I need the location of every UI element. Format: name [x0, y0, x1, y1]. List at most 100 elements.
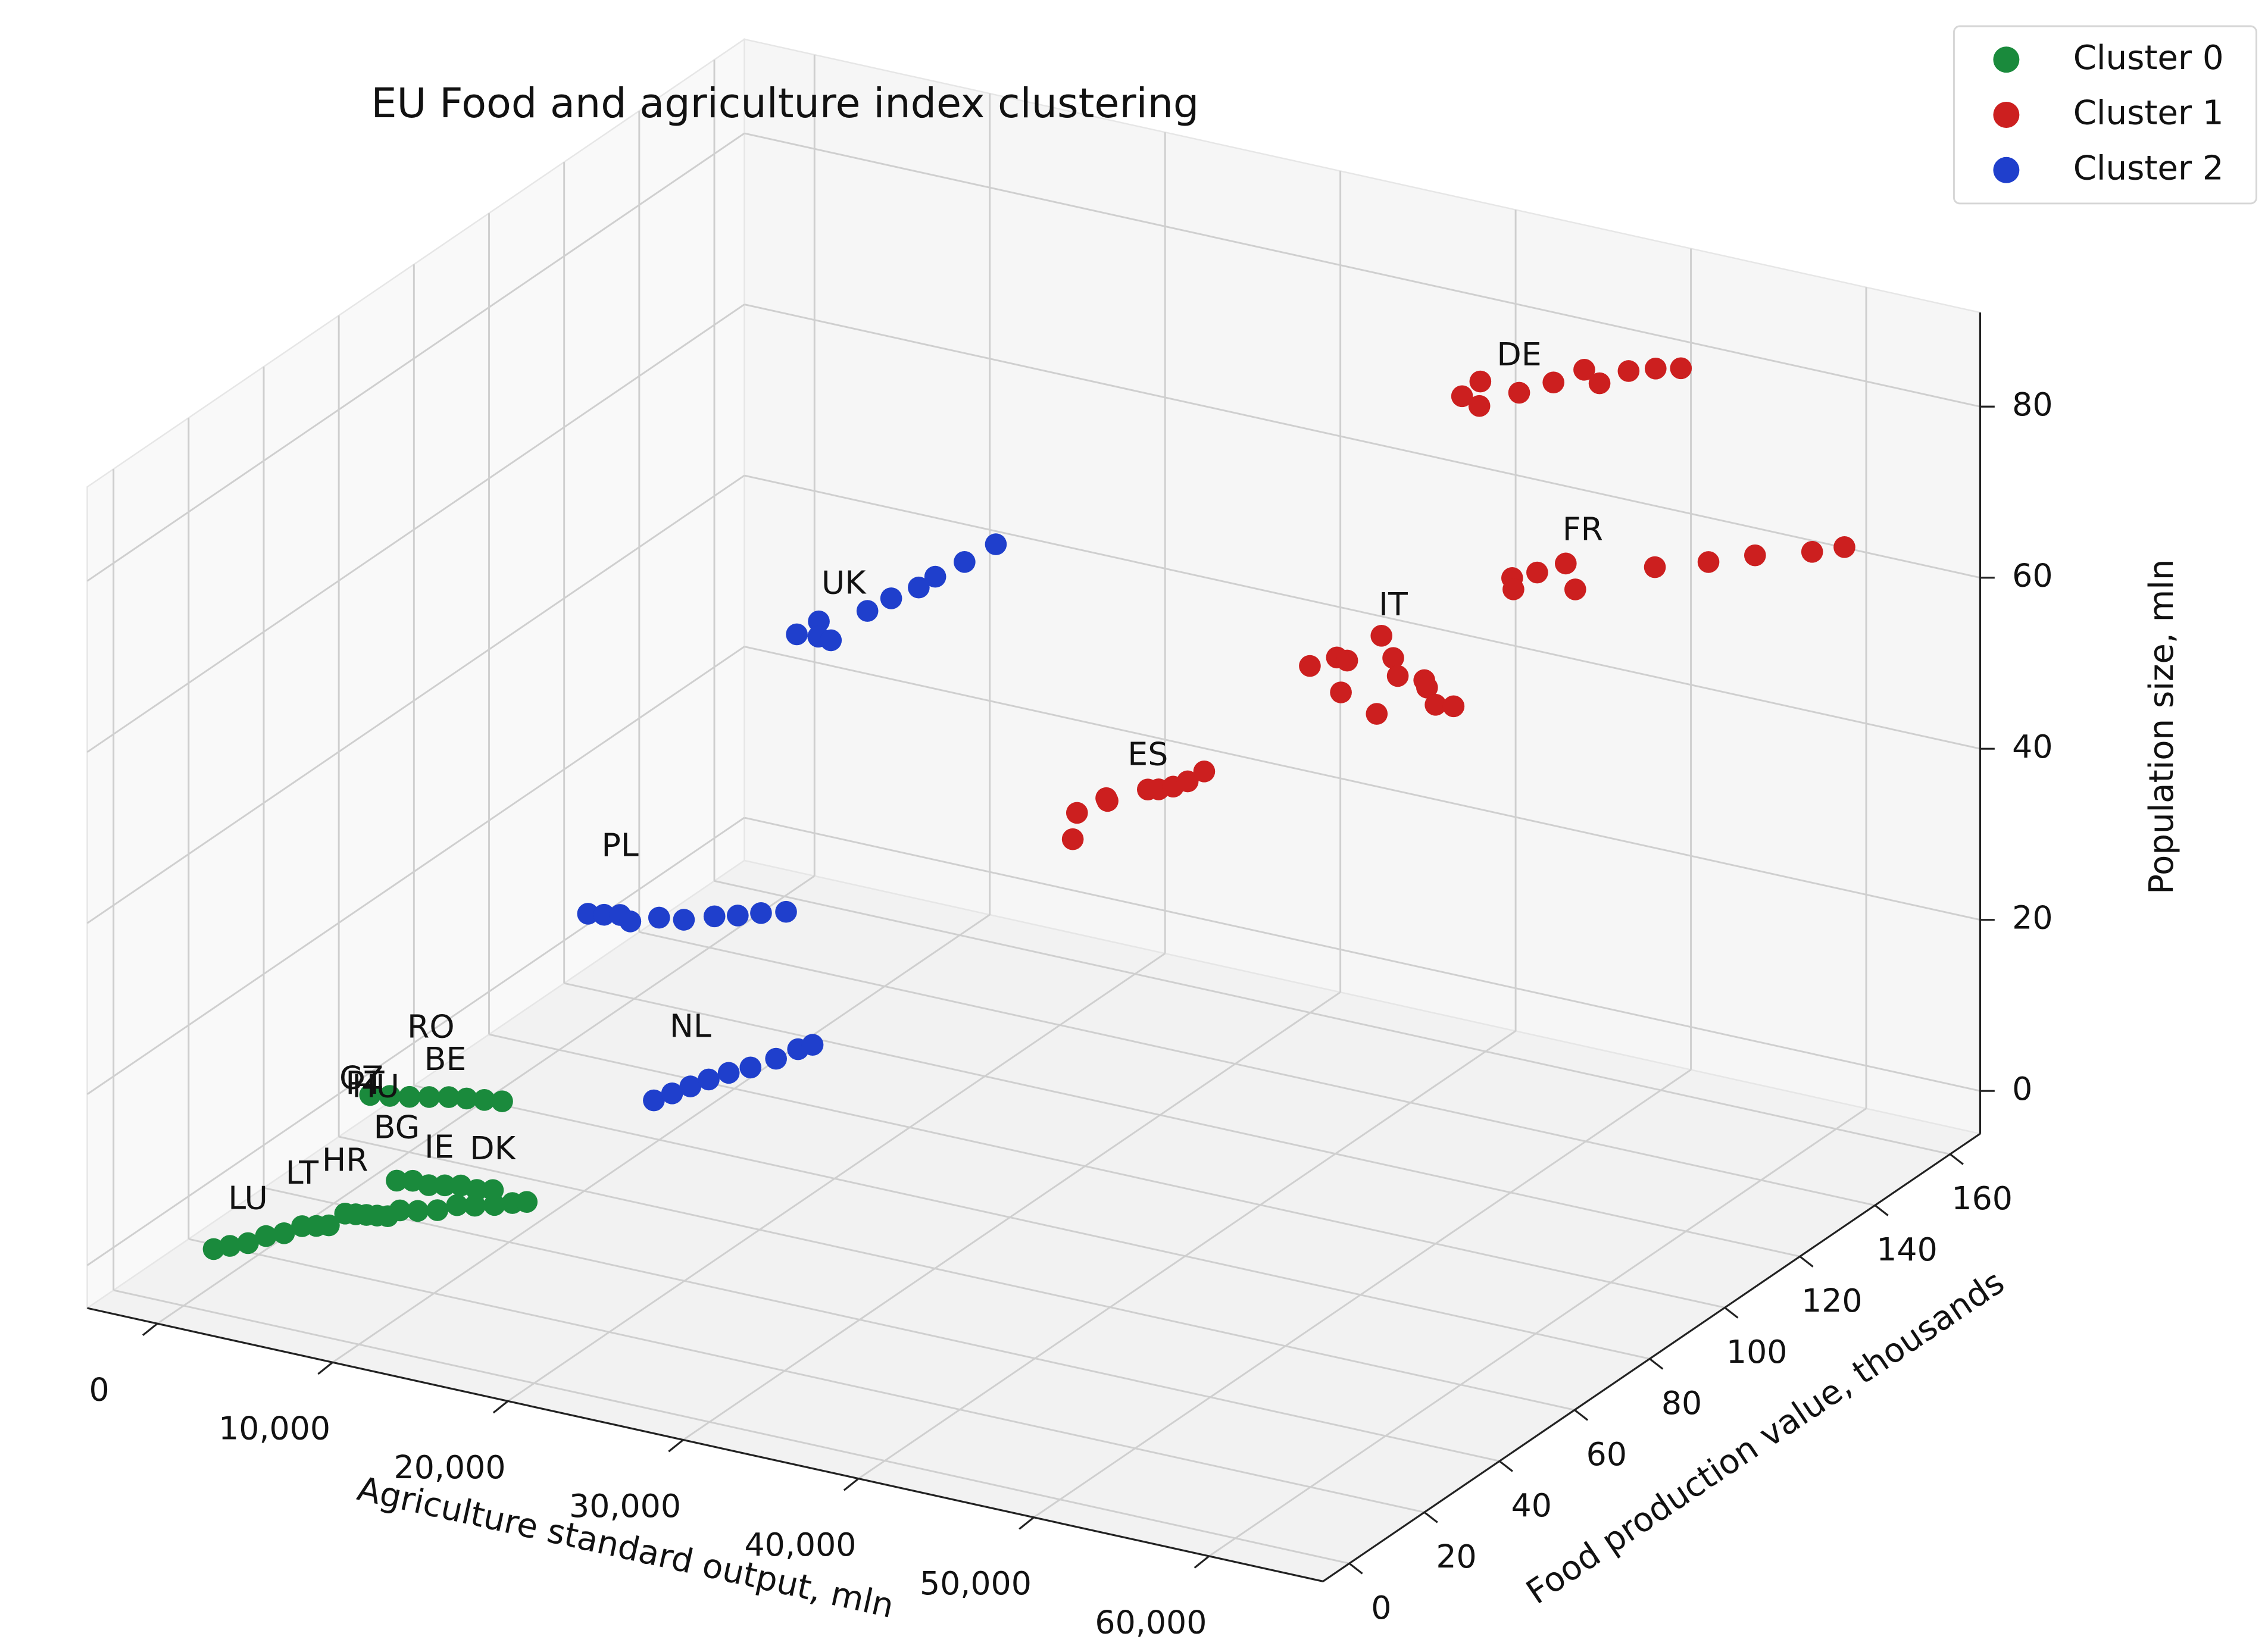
grid-line: [744, 474, 1980, 750]
legend-box: [1953, 25, 2257, 205]
y-tick-label: 100: [1726, 1333, 1788, 1371]
point: [1697, 551, 1720, 573]
point: [1061, 828, 1084, 850]
x-tick-label: 60,000: [1095, 1603, 1207, 1641]
point: [398, 1085, 421, 1108]
point: [389, 1199, 411, 1222]
point: [679, 1075, 702, 1097]
point: [473, 1088, 495, 1111]
left-pane: [86, 37, 745, 1310]
point: [593, 903, 616, 926]
x-tick-label: 50,000: [920, 1565, 1032, 1602]
y-tick-label: 40: [1511, 1487, 1552, 1524]
grid-line: [86, 816, 745, 1266]
point: [1526, 561, 1548, 584]
x-tick: [1019, 1516, 1035, 1530]
legend-marker: [1993, 101, 2020, 128]
point: [1299, 655, 1321, 677]
annotation: BE: [424, 1040, 467, 1078]
annotation: PL: [601, 827, 638, 864]
point: [727, 905, 749, 927]
x-tick: [317, 1362, 333, 1375]
point: [446, 1194, 468, 1216]
point: [1588, 372, 1611, 395]
point: [1744, 544, 1766, 567]
z-axis-label: Population size, mln: [2142, 559, 2181, 894]
x-tick: [843, 1478, 860, 1491]
point: [1644, 358, 1667, 380]
grid-line: [858, 1030, 1516, 1479]
x-tick-label: 0: [89, 1371, 110, 1409]
point: [1096, 790, 1119, 812]
point: [417, 1174, 440, 1196]
grid-line: [1208, 1107, 1867, 1557]
point: [1370, 625, 1393, 647]
point: [418, 1086, 441, 1108]
point: [1451, 385, 1473, 408]
y-tick: [1724, 1307, 1739, 1319]
grid: [86, 55, 1980, 1565]
point: [218, 1235, 241, 1257]
point: [648, 906, 670, 929]
grid-line: [564, 982, 1800, 1257]
y-tick-label: 60: [1586, 1435, 1627, 1473]
grid-line: [744, 304, 1980, 579]
point: [954, 551, 976, 573]
point: [1833, 536, 1855, 558]
point: [985, 533, 1007, 555]
point: [1416, 677, 1438, 699]
point: [775, 900, 797, 923]
z-tick-label: 0: [2012, 1070, 2032, 1107]
point: [1336, 649, 1358, 672]
grid-line: [86, 132, 745, 582]
grid-line: [263, 1187, 1500, 1462]
grid-line: [188, 1238, 1425, 1513]
x-tick-label: 10,000: [218, 1410, 330, 1447]
y-tick-label: 140: [1876, 1231, 1938, 1268]
annotation: IT: [1379, 586, 1408, 623]
point: [1573, 358, 1595, 381]
point: [1193, 760, 1216, 783]
grid-line: [332, 913, 991, 1363]
point: [880, 587, 902, 609]
y-tick: [1348, 1562, 1363, 1575]
marks: [202, 357, 1855, 1260]
point: [661, 1082, 683, 1105]
point: [1468, 395, 1491, 417]
y-tick-label: 120: [1801, 1282, 1863, 1319]
point: [426, 1199, 449, 1221]
point: [491, 1090, 513, 1112]
y-tick: [1874, 1204, 1889, 1216]
point: [483, 1194, 506, 1216]
point: [386, 1169, 408, 1192]
grid-line: [744, 132, 1980, 408]
point: [1066, 802, 1088, 824]
point: [619, 911, 642, 933]
grid-line: [507, 952, 1166, 1402]
point: [516, 1191, 538, 1213]
point: [273, 1222, 295, 1244]
point: [820, 629, 842, 652]
point: [643, 1089, 665, 1112]
annotation: HU: [352, 1068, 399, 1105]
point: [1176, 770, 1199, 793]
point: [703, 905, 726, 928]
point: [856, 600, 879, 622]
y-tick: [1499, 1460, 1513, 1472]
x-tick: [1194, 1555, 1210, 1569]
point: [673, 909, 695, 931]
point: [407, 1200, 429, 1222]
point: [1617, 360, 1640, 382]
point: [255, 1225, 277, 1247]
x-tick-label: 20,000: [394, 1448, 506, 1486]
x-tick: [142, 1322, 158, 1336]
point: [433, 1174, 456, 1197]
x-tick: [492, 1400, 509, 1414]
x-axis: [87, 1307, 1323, 1582]
y-axis: [1322, 1132, 1981, 1582]
point: [698, 1068, 720, 1091]
x-tick-label: 30,000: [569, 1487, 681, 1525]
point: [924, 565, 946, 588]
point: [1424, 693, 1447, 716]
